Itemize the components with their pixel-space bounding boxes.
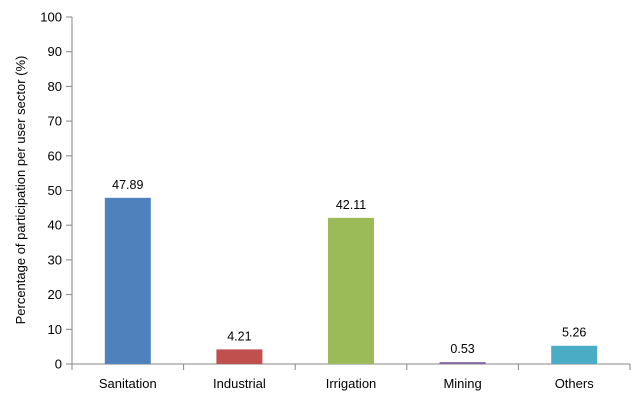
bar-industrial — [216, 349, 263, 364]
y-tick-label: 90 — [48, 44, 62, 59]
y-axis: 0 10 20 30 40 50 60 70 80 90 100 — [40, 10, 73, 372]
bar-mining — [439, 362, 486, 364]
x-tick-label: Mining — [443, 376, 481, 391]
y-tick-label: 70 — [48, 114, 62, 129]
bar-sanitation — [104, 197, 151, 364]
bar-others — [551, 345, 598, 364]
y-tick-label: 100 — [40, 10, 62, 25]
x-tick-label: Others — [555, 376, 595, 391]
data-label-irrigation: 42.11 — [336, 198, 366, 212]
bar-irrigation — [328, 217, 374, 364]
data-label-industrial: 4.21 — [227, 329, 251, 343]
data-label-others: 5.26 — [562, 326, 586, 340]
data-label-sanitation: 47.89 — [112, 178, 143, 192]
y-tick-label: 10 — [48, 322, 62, 337]
y-tick-label: 20 — [48, 287, 62, 302]
y-axis-title: Percentage of participation per user sec… — [13, 56, 28, 325]
y-tick-label: 40 — [48, 218, 62, 233]
x-axis: Sanitation Industrial Irrigation Mining Othe… — [71, 363, 631, 391]
data-label-mining: 0.53 — [450, 342, 474, 356]
x-tick-label: Irrigation — [326, 376, 377, 391]
y-tick-label: 60 — [48, 148, 62, 163]
x-tick-label: Industrial — [213, 376, 266, 391]
y-tick-label: 0 — [55, 357, 62, 372]
x-tick-label: Sanitation — [99, 376, 157, 391]
y-tick-label: 30 — [48, 252, 62, 267]
data-labels: 47.89 4.21 42.11 0.53 5.26 — [112, 178, 586, 356]
bars — [104, 197, 598, 364]
y-tick-label: 80 — [48, 79, 62, 94]
y-tick-label: 50 — [48, 183, 62, 198]
